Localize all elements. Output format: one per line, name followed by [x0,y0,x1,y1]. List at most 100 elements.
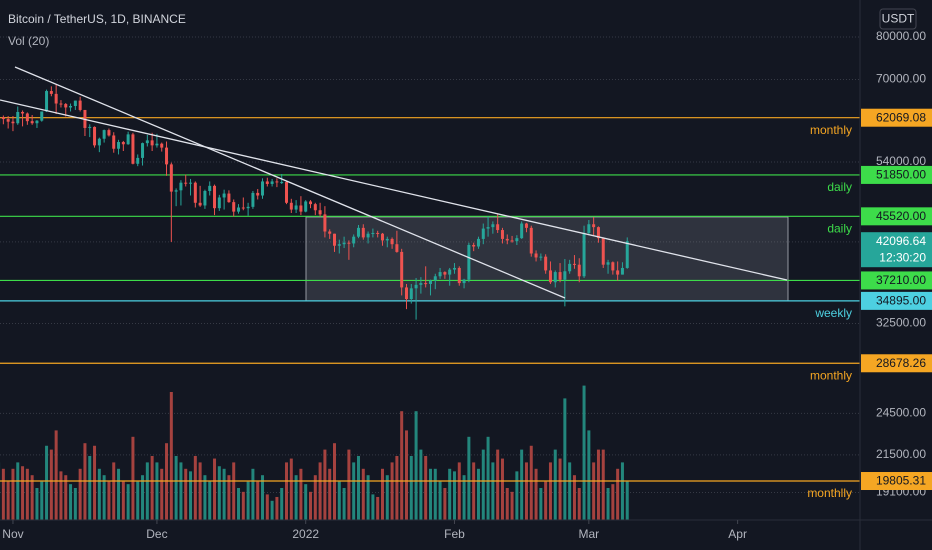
candle-body [371,232,375,234]
volume-bar [572,475,576,520]
candle-body [491,224,495,228]
candle-body [198,202,202,206]
y-tick-label: 24500.00 [876,406,926,420]
volume-bar [285,462,289,520]
level-tag-label: 62069.08 [876,110,926,124]
volume-bar [241,491,245,520]
candle-body [596,227,600,239]
candle-body [476,238,480,247]
candle-body [356,227,360,237]
candle-body [275,181,279,183]
volume-bar [275,496,279,520]
level-text: daily [827,180,852,194]
candle-body [380,233,384,241]
volume-bar [347,449,351,520]
volume-bar [198,462,202,520]
volume-bar [486,436,490,520]
candle-body [232,202,236,212]
candle-body [256,192,260,196]
countdown: 12:30:20 [879,250,926,264]
volume-bar [448,468,452,520]
level-text: weekly [814,306,852,320]
candle-body [577,264,581,277]
volume-bar [356,456,360,520]
candle-body [251,192,255,207]
candle-body [563,271,567,280]
candle-body [438,272,442,277]
candle-body [155,143,159,146]
x-tick-label: Dec [146,527,167,541]
candle-body [227,193,231,203]
volume-bar [16,462,20,520]
level-tag [861,291,932,310]
candle-body [404,287,408,300]
volume-bar [261,475,265,520]
volume-bar [505,488,509,520]
volume-bar [491,462,495,520]
candle-body [611,262,615,271]
volume-bar [169,392,173,520]
volume-bar [213,458,217,520]
volume-bar [294,475,298,520]
volume-bar [318,462,322,520]
candle-body [1,117,5,120]
candle-body [558,272,562,280]
candle-body [481,228,485,239]
volume-bar [529,445,533,520]
x-tick-label: Apr [728,527,747,541]
candle-body [606,262,610,265]
candle-body [97,138,101,146]
candle-body [136,157,140,164]
candle-body [299,205,303,212]
volume-bar [189,471,193,520]
volume-bar [371,494,375,520]
volume-bar [64,475,68,520]
volume-bar [265,494,269,520]
volume-bar [496,449,500,520]
volume-bar [174,456,178,520]
volume-bar [246,481,250,520]
candle-body [534,253,538,258]
candle-body [208,185,212,191]
trendlines [0,66,788,299]
candle-body [213,185,217,209]
volume-bar [414,411,418,520]
volume-bar [544,481,548,520]
candle-body [443,272,447,275]
candle-body [131,134,135,164]
level-tag [861,165,932,184]
candle-body [169,164,173,192]
candle-body [318,210,322,215]
volume-bar [160,468,164,520]
candle-body [472,244,476,247]
volume-bar [385,475,389,520]
volume-bar [616,468,620,520]
volume-bar [400,411,404,520]
level-text: monthly [810,123,852,137]
candle-body [107,130,111,136]
volume-bar [481,449,485,520]
trendline [0,99,788,281]
candle-body [189,182,193,184]
candle-body [93,126,97,146]
volume-bar [155,462,159,520]
volume-bar [11,468,15,520]
candle-body [505,238,509,241]
volume-bar [524,462,528,520]
volume-bar [409,456,413,520]
axes: 80000.0070000.0054000.0042000.0032500.00… [2,29,932,541]
volume-bar [203,475,207,520]
currency[interactable]: USDT [882,12,915,26]
volume-bar [40,481,44,520]
candle-body [102,130,106,139]
candle-body [141,143,145,158]
volume-bar [237,488,241,520]
y-tick-label: 80000.00 [876,29,926,43]
volume-bar [424,456,428,520]
candle-body [323,214,327,232]
candle-body [6,119,10,122]
volume-bar [112,462,116,520]
currency-box[interactable] [879,8,917,30]
candle-body [332,233,336,246]
